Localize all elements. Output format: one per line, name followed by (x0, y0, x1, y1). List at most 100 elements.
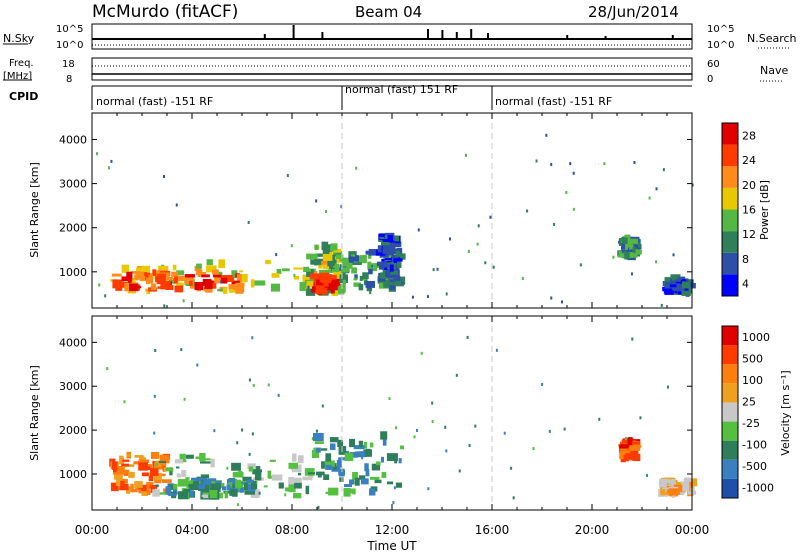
x-tick-label: 04:00 (175, 523, 210, 537)
scatter-cell (672, 253, 675, 257)
scatter-cell (431, 420, 434, 424)
scatter-cell (231, 489, 238, 497)
scatter-cell (316, 447, 321, 453)
scatter-cell (394, 455, 398, 464)
beam-title: Beam 04 (355, 3, 422, 21)
scatter-cell (111, 273, 122, 277)
nsky-tick-low: 10^0 (56, 40, 83, 51)
colorbar-tick-label: 8 (742, 253, 749, 266)
colorbar-swatch (722, 459, 738, 479)
scatter-cell (159, 492, 170, 495)
scatter-cell (377, 276, 386, 282)
scatter-cell (245, 479, 254, 483)
scatter-cell (512, 496, 515, 500)
scatter-cell (146, 484, 158, 489)
scatter-cell (383, 280, 390, 288)
scatter-cell (239, 270, 243, 273)
scatter-cell (468, 443, 471, 447)
scatter-cell (135, 271, 145, 278)
colorbar-swatch (722, 166, 738, 188)
scatter-cell (668, 479, 673, 485)
scatter-cell (369, 488, 376, 496)
scatter-cell (252, 466, 261, 475)
scatter-cell (154, 479, 162, 484)
freq-frame (91, 57, 693, 81)
colorbar-swatch (722, 123, 738, 145)
scatter-cell (336, 254, 344, 259)
scatter-cell (199, 452, 206, 462)
scatter-cell (375, 249, 386, 256)
scatter-cell (146, 289, 151, 295)
scatter-cell (241, 428, 244, 432)
x-tick-label: 00:00 (75, 523, 110, 537)
scatter-cell (226, 479, 238, 485)
y-tick-label: 4000 (59, 133, 87, 146)
scatter-cell (389, 282, 396, 290)
scatter-cell (535, 159, 538, 163)
scatter-cell (124, 283, 134, 292)
scatter-cell (107, 166, 110, 170)
scatter-cell (317, 474, 322, 478)
scatter-cell (155, 460, 161, 467)
scatter-cell (655, 260, 658, 264)
scatter-cell (358, 283, 364, 291)
scatter-cell (495, 348, 498, 352)
scatter-cell (381, 471, 387, 478)
scatter-cell (388, 397, 391, 401)
scatter-cell (169, 467, 173, 476)
scatter-cell (382, 437, 387, 446)
scatter-cell (431, 401, 434, 405)
scatter-cell (189, 490, 195, 497)
scatter-cell (251, 432, 254, 436)
scatter-cell (366, 283, 372, 289)
scatter-cell (324, 280, 332, 287)
scatter-cell (175, 203, 178, 207)
scatter-cell (351, 262, 362, 265)
scatter-cell (307, 285, 310, 289)
scatter-cell (197, 271, 207, 275)
scatter-cell (392, 501, 395, 505)
freq-panel: Freq. [MHz] 18 8 60 0 Nave (3, 57, 788, 85)
scatter-cell (328, 281, 337, 291)
scatter-cell (222, 287, 228, 294)
scatter-cell (141, 488, 148, 496)
freq-label-line1: Freq. (9, 58, 34, 69)
scatter-cell (168, 493, 176, 496)
scatter-cell (386, 453, 398, 462)
power-panel: 1000 2000 3000 4000 Slant Range [km] 28 24 20… (28, 112, 771, 309)
scatter-cell (630, 243, 639, 250)
scatter-cell (235, 284, 244, 294)
scatter-cell (420, 351, 423, 355)
scatter-cell (277, 393, 280, 397)
scatter-cell (183, 397, 186, 401)
scatter-cell (467, 249, 470, 253)
colorbar-tick-label: 20 (742, 179, 756, 192)
scatter-cell (132, 286, 142, 289)
velocity-yticks: 1000 2000 3000 4000 (59, 336, 692, 481)
scatter-cell (172, 264, 177, 271)
scatter-cell (320, 448, 328, 451)
date-title: 28/Jun/2014 (588, 3, 679, 21)
scatter-cell (293, 273, 296, 277)
scatter-cell (624, 252, 630, 260)
nsky-panel: N.Sky 10^5 10^0 10^5 10^0 N.Search (3, 23, 797, 51)
scatter-cell (369, 291, 372, 295)
x-tick-label: 16:00 (475, 523, 510, 537)
cpid-panel: CPID normal (fast) -151 RF normal (fast)… (9, 83, 692, 110)
x-axis-label: Time UT (366, 539, 417, 553)
scatter-cell (351, 267, 357, 274)
scatter-cell (252, 384, 255, 388)
scatter-cell (150, 468, 159, 477)
scatter-cell (348, 255, 359, 262)
scatter-cell (365, 250, 374, 255)
scatter-cell (306, 269, 314, 277)
scatter-cell (639, 416, 642, 420)
scatter-cell (660, 303, 663, 307)
scatter-cell (185, 477, 190, 480)
scatter-cell (328, 264, 334, 270)
cpid-segment-3: normal (fast) -151 RF (495, 95, 612, 108)
scatter-cell (251, 480, 257, 490)
scatter-cell (271, 273, 280, 278)
scatter-cell (329, 443, 336, 450)
scatter-cell (619, 444, 629, 449)
